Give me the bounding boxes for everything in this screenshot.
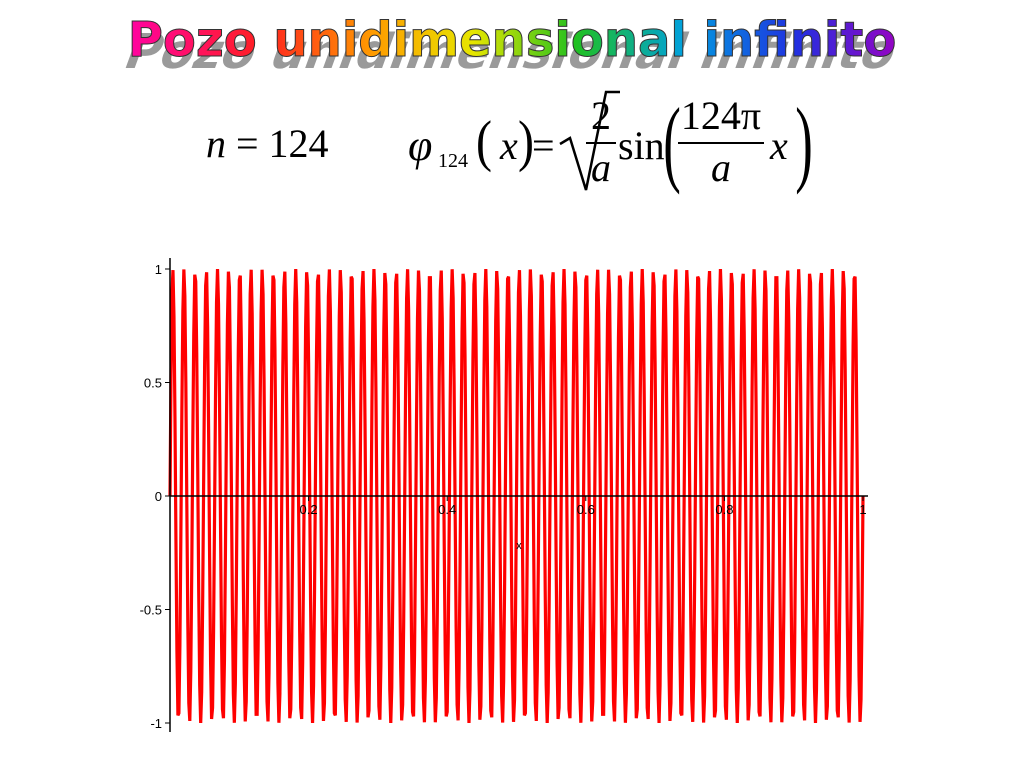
page-title-shadow: Pozo unidimensional infinito (117, 23, 906, 79)
sqrt-numerator: 2 (591, 93, 611, 138)
left-paren: ( (476, 109, 492, 174)
x-tick-label: 0.6 (577, 502, 595, 517)
sqrt-sign-icon (559, 90, 620, 191)
x-tick-label: 0.4 (438, 502, 456, 517)
arg-denominator: a (711, 145, 731, 190)
sin-function: sin (618, 123, 665, 168)
axis-ticks: 0.2 0.4 0.6 0.8 1 1 0.5 0 -0.5 -1 (140, 262, 867, 731)
x-tick-label: 0.2 (300, 502, 318, 517)
x-tick-label: 0.8 (715, 502, 733, 517)
wavefunction-equation: φ 124 ( x ) = 2 a sin ( 124π a x ) (408, 86, 828, 196)
right-paren: ) (518, 109, 534, 174)
x-axis-label: x (516, 540, 522, 552)
big-right-paren: ) (795, 88, 813, 195)
n-symbol: n (206, 121, 226, 166)
sqrt-denominator: a (591, 145, 611, 190)
phi-subscript: 124 (438, 150, 468, 172)
phi-argument: x (500, 123, 518, 168)
phi-symbol: φ (408, 121, 433, 170)
x-tick-label: 1 (859, 502, 866, 517)
n-value: = 124 (236, 121, 329, 166)
y-tick-label: 0 (155, 489, 162, 504)
big-left-paren: ( (663, 88, 681, 195)
trailing-x: x (770, 123, 788, 168)
page-title: Pozo unidimensional infinito (128, 12, 897, 68)
arg-fraction-line (678, 142, 764, 144)
y-tick-label: -0.5 (140, 603, 162, 618)
sqrt-fraction-line (586, 142, 616, 144)
n-equation: n = 124 (206, 120, 329, 167)
title-banner: Pozo unidimensional infinito Pozo unidim… (117, 12, 906, 80)
y-tick-label: 1 (155, 262, 162, 277)
y-tick-label: 0.5 (144, 376, 162, 391)
arg-numerator: 124π (680, 93, 762, 138)
y-tick-label: -1 (150, 716, 162, 731)
equals-sign: = (532, 123, 555, 168)
